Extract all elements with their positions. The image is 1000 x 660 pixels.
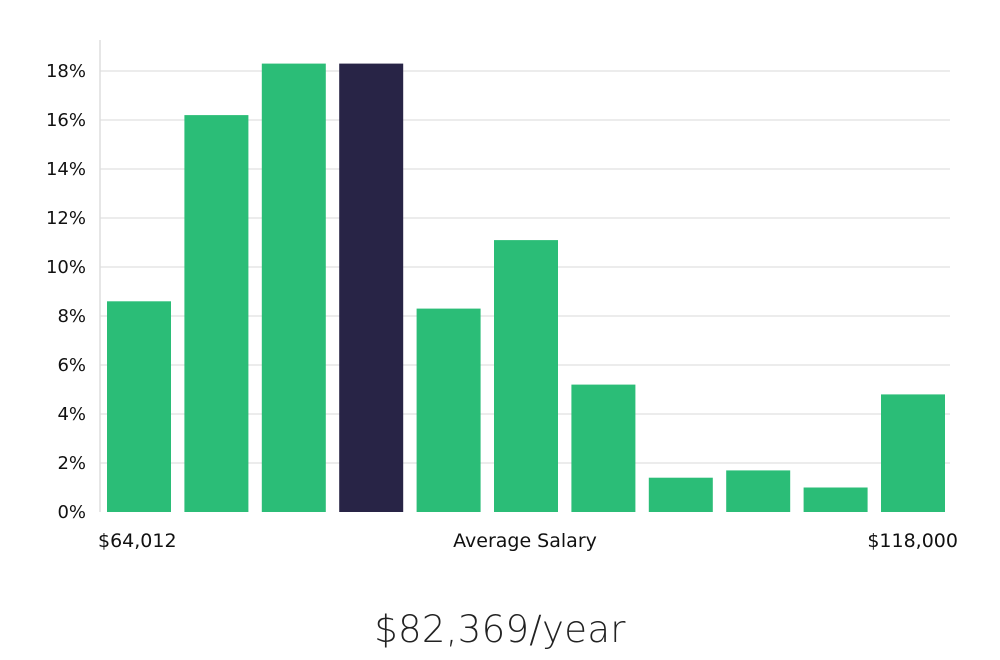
salary-histogram-chart: 0% 2% 4% 6% 8% 10% 12% 14% 16% 18% $64,012 Averag… (46, 40, 958, 552)
y-tick-label: 8% (57, 306, 86, 327)
bar (184, 115, 249, 512)
y-tick-label: 0% (57, 502, 86, 523)
x-max-label: $118,000 (867, 530, 958, 552)
average-salary-caption: $82,369/year (374, 608, 626, 651)
x-min-label: $64,012 (98, 530, 177, 552)
y-tick-label: 6% (57, 355, 86, 376)
y-tick-label: 12% (46, 208, 86, 229)
bar (803, 487, 868, 512)
bar (726, 470, 791, 512)
bar (571, 384, 636, 512)
bar (107, 301, 171, 512)
y-tick-label: 4% (57, 404, 86, 425)
y-tick-label: 10% (46, 257, 86, 278)
bar (494, 240, 558, 512)
bar-highlighted (339, 63, 404, 512)
x-axis-title: Average Salary (453, 530, 597, 552)
bars (107, 63, 945, 512)
y-tick-label: 18% (46, 61, 86, 82)
y-tick-label: 2% (57, 453, 86, 474)
bar (648, 477, 713, 512)
y-tick-label: 16% (46, 110, 86, 131)
y-tick-labels: 0% 2% 4% 6% 8% 10% 12% 14% 16% 18% (46, 61, 86, 523)
y-tick-label: 14% (46, 159, 86, 180)
bar (881, 394, 945, 512)
bar (261, 63, 326, 512)
bar (416, 308, 481, 512)
